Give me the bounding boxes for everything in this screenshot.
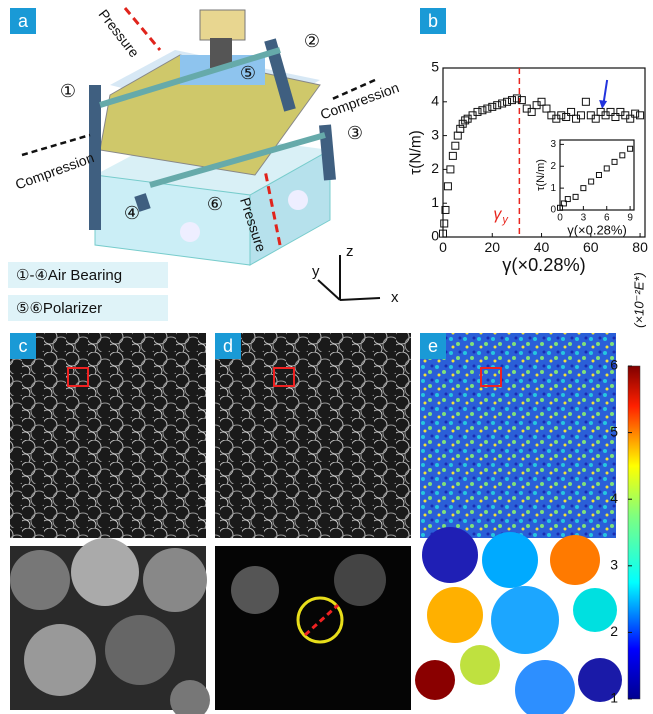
axis-letter: z bbox=[346, 243, 354, 260]
colorbar-tick-label: 5 bbox=[610, 423, 618, 439]
panel-label: d bbox=[223, 336, 233, 356]
pressure-label: Pressure bbox=[95, 6, 142, 60]
y-tick-label: 3 bbox=[550, 139, 556, 150]
compression-label: Compression bbox=[318, 79, 401, 122]
legend-entry: ①-④Air Bearing bbox=[16, 267, 122, 284]
x-tick-label: 80 bbox=[632, 239, 648, 255]
colorbar-tick-label: 1 bbox=[610, 690, 618, 706]
colorbar-label: (×10⁻²E*) bbox=[631, 272, 646, 328]
panel-label: e bbox=[428, 336, 438, 356]
component-marker: ⑥ bbox=[207, 194, 223, 214]
y-tick-label: 1 bbox=[550, 183, 556, 194]
image bbox=[420, 333, 616, 538]
component-marker: ② bbox=[304, 31, 320, 51]
x-tick-label: 40 bbox=[534, 239, 550, 255]
x-tick-label: 60 bbox=[583, 239, 599, 255]
x-tick-label: 20 bbox=[484, 239, 500, 255]
image bbox=[415, 527, 622, 714]
legend-entry: ⑤⑥Polarizer bbox=[16, 300, 102, 317]
axis-letter: y bbox=[312, 263, 320, 280]
panel-label: a bbox=[18, 11, 29, 31]
y-tick-label: 2 bbox=[431, 160, 439, 176]
x-tick-label: 0 bbox=[557, 213, 563, 224]
y-axis-label: τ(N/m) bbox=[535, 159, 547, 191]
x-axis-label: γ(×0.28%) bbox=[502, 255, 585, 275]
y-tick-label: 2 bbox=[550, 161, 556, 172]
component-marker: ③ bbox=[347, 123, 363, 143]
x-axis-label: γ(×0.28%) bbox=[567, 222, 627, 237]
plot-frame bbox=[560, 140, 634, 210]
figure: abcdePressurePressureCompressionCompress… bbox=[0, 0, 653, 714]
y-tick-label: 0 bbox=[550, 205, 556, 216]
colorbar-tick-label: 6 bbox=[610, 357, 618, 373]
image bbox=[215, 546, 411, 710]
colorbar-tick-label: 3 bbox=[610, 557, 618, 573]
colorbar bbox=[628, 366, 640, 699]
colorbar-tick-label: 2 bbox=[610, 623, 618, 639]
component-marker: ④ bbox=[124, 203, 140, 223]
panel-label: b bbox=[428, 11, 438, 31]
y-tick-label: 4 bbox=[431, 93, 439, 109]
y-tick-label: 1 bbox=[431, 194, 439, 210]
colorbar-tick-label: 4 bbox=[610, 490, 618, 506]
x-tick-label: 0 bbox=[439, 239, 447, 255]
compression-label: Compression bbox=[13, 149, 96, 192]
y-axis-label: τ(N/m) bbox=[407, 130, 424, 175]
image bbox=[10, 333, 206, 538]
image bbox=[215, 333, 411, 538]
panel-label: c bbox=[19, 336, 28, 356]
x-tick-label: 9 bbox=[627, 213, 633, 224]
y-tick-label: 3 bbox=[431, 126, 439, 142]
y-tick-label: 0 bbox=[431, 228, 439, 244]
yield-symbol: γ bbox=[493, 206, 502, 223]
component-marker: ① bbox=[60, 81, 76, 101]
component-marker: ⑤ bbox=[240, 63, 256, 83]
image bbox=[10, 538, 210, 714]
y-tick-label: 5 bbox=[431, 59, 439, 75]
axis-letter: x bbox=[391, 289, 399, 306]
